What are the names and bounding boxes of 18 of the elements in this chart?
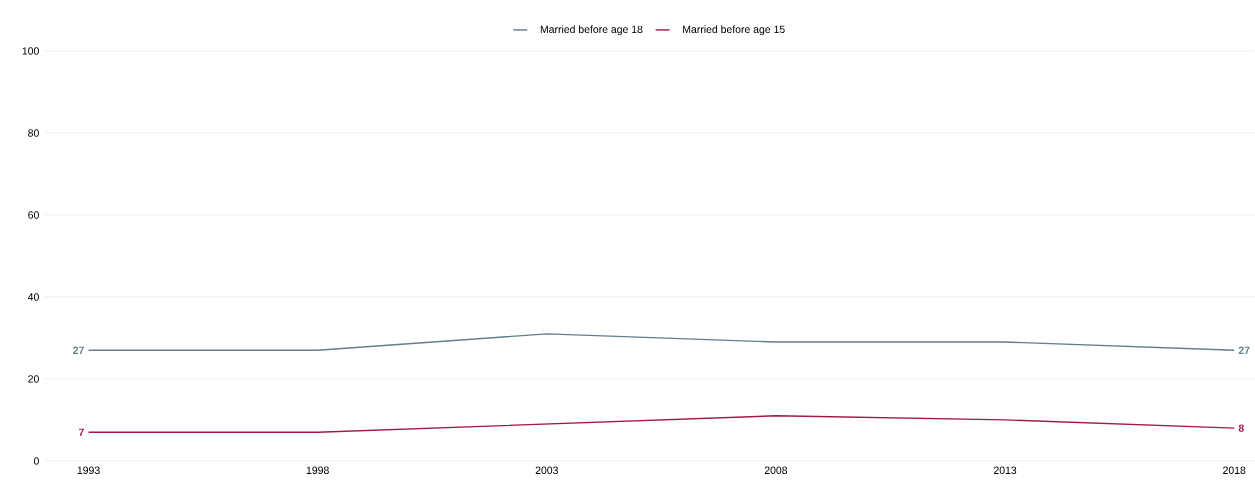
- y-tick-label: 60: [28, 211, 39, 219]
- y-tick-label: 100: [22, 47, 39, 55]
- x-tick-label: 1993: [77, 466, 100, 475]
- y-tick-label: 80: [28, 129, 39, 137]
- x-tick-label: 2013: [993, 466, 1017, 475]
- y-tick-label: 20: [28, 375, 39, 383]
- x-tick-label: 1998: [306, 466, 329, 475]
- data-label: 27: [1238, 346, 1250, 354]
- data-label: 7: [78, 428, 84, 436]
- x-tick-label: 2003: [535, 466, 558, 475]
- legend-label: Married before age 18: [540, 25, 643, 36]
- data-label: 8: [1238, 424, 1244, 432]
- legend-label: Married before age 15: [683, 25, 785, 36]
- data-label: 27: [73, 346, 84, 354]
- y-tick-label: 40: [27, 293, 39, 301]
- x-tick-label: 2008: [764, 466, 788, 475]
- x-tick-label: 2018: [1223, 466, 1246, 475]
- y-tick-label: 0: [33, 457, 39, 465]
